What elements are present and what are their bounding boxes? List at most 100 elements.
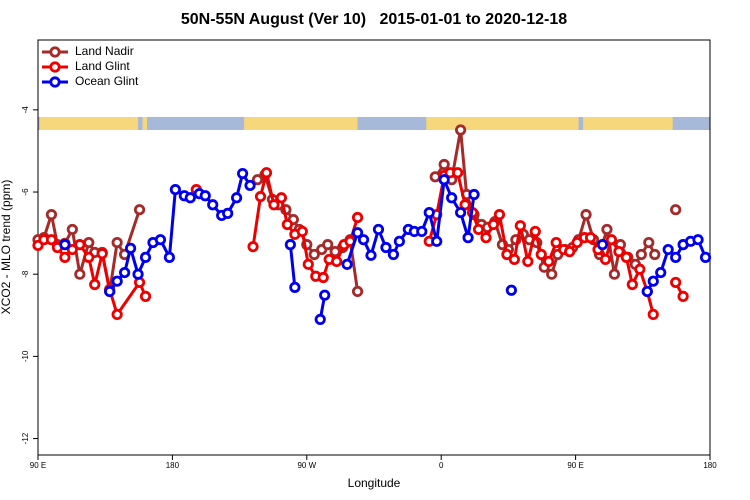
y-tick-label: -12 [21, 432, 30, 444]
x-tick-label: 90 W [297, 461, 316, 470]
data-point [83, 251, 95, 263]
data-point [59, 239, 71, 251]
y-tick-label: -10 [21, 350, 30, 362]
data-point [154, 234, 167, 246]
data-point [641, 285, 653, 298]
data-point [416, 225, 428, 238]
data-point [452, 167, 464, 179]
series-line [251, 172, 360, 280]
data-point [331, 255, 343, 268]
data-point [139, 290, 152, 302]
data-point [83, 236, 95, 249]
data-point [649, 248, 661, 261]
data-point [677, 290, 689, 302]
y-tick-label: -4 [21, 106, 30, 114]
data-point [132, 268, 144, 280]
data-point [605, 234, 618, 246]
data-point [89, 278, 101, 291]
data-point [284, 239, 296, 251]
data-point [111, 236, 123, 249]
data-point [601, 223, 613, 236]
data-point [493, 209, 506, 221]
data-point [207, 199, 219, 211]
data-point [351, 211, 364, 224]
legend-marker [49, 46, 61, 58]
data-point [341, 258, 353, 270]
data-point [608, 268, 621, 280]
x-tick-label: 0 [439, 461, 444, 470]
map-strip-land [142, 117, 148, 130]
data-point [365, 249, 377, 261]
data-point [111, 308, 123, 321]
data-point [59, 251, 71, 263]
data-point [111, 275, 123, 287]
data-point [66, 223, 78, 236]
data-point [96, 248, 108, 260]
data-point [446, 192, 458, 204]
data-point [104, 285, 116, 298]
data-point [655, 266, 667, 279]
data-point [319, 289, 331, 301]
data-point [314, 313, 326, 326]
data-point [438, 174, 450, 186]
data-point [438, 158, 450, 171]
data-point [251, 174, 264, 186]
data-point [351, 285, 364, 298]
data-point [584, 232, 597, 244]
data-point [522, 255, 534, 268]
data-point [74, 268, 86, 280]
x-tick-label: 90 E [30, 461, 46, 470]
data-point [296, 225, 308, 238]
data-point [351, 227, 364, 239]
x-tick-label: 90 E [567, 461, 583, 470]
data-point [564, 246, 576, 258]
data-point [308, 248, 320, 261]
data-point [231, 192, 243, 204]
data-point [45, 234, 58, 246]
chart-title: 50N-55N August (Ver 10) 2015-01-01 to 20… [181, 11, 567, 28]
data-point [184, 192, 196, 204]
map-strip-land [583, 117, 673, 130]
data-point [423, 206, 435, 219]
data-point [571, 236, 583, 249]
data-point [169, 183, 181, 196]
data-point [163, 251, 176, 263]
data-point [199, 190, 211, 202]
data-point [139, 251, 152, 263]
data-point [244, 179, 256, 192]
map-strip-land [39, 117, 139, 130]
data-point [302, 258, 314, 270]
data-point [455, 206, 467, 219]
data-point [550, 236, 562, 249]
data-point [66, 243, 78, 256]
data-point [133, 204, 146, 216]
data-point [546, 268, 558, 280]
data-point [480, 232, 492, 244]
data-point [281, 218, 293, 231]
data-point [260, 167, 273, 179]
data-point [692, 234, 704, 246]
data-point [119, 266, 131, 279]
data-point [529, 225, 541, 238]
y-tick-label: -6 [21, 188, 30, 196]
data-point [74, 239, 86, 251]
data-point [647, 275, 659, 287]
data-point [236, 167, 249, 180]
x-axis-label: Longitude [348, 476, 401, 490]
data-point [254, 190, 267, 203]
data-point [599, 253, 612, 266]
legend-label: Land Nadir [75, 44, 134, 58]
data-point [501, 248, 513, 261]
data-point [634, 263, 646, 275]
data-point [505, 284, 517, 296]
data-point [647, 308, 659, 321]
data-point [429, 171, 441, 183]
data-point [462, 232, 474, 244]
data-point [514, 220, 526, 232]
data-point [670, 251, 682, 263]
data-point [613, 246, 625, 258]
data-point [670, 276, 682, 289]
data-point [275, 192, 288, 204]
data-point [455, 124, 467, 136]
